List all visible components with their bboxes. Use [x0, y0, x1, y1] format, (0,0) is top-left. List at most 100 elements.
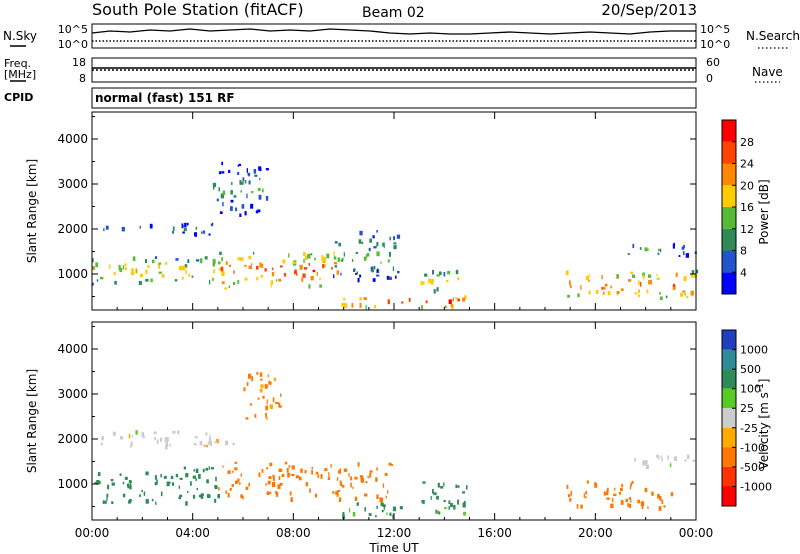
data-cell	[233, 270, 235, 274]
data-cell	[131, 268, 134, 272]
data-cell	[248, 255, 252, 260]
data-cell	[377, 268, 379, 273]
data-cell	[98, 480, 101, 485]
data-cell	[595, 289, 599, 294]
data-cell	[198, 494, 202, 498]
data-cell	[648, 274, 652, 278]
data-cell	[221, 171, 225, 174]
data-cell	[393, 236, 395, 241]
data-cell	[338, 242, 342, 247]
data-cell	[343, 298, 346, 301]
data-cell	[351, 302, 354, 308]
data-cell	[354, 476, 358, 480]
data-cell	[634, 292, 638, 295]
data-cell	[620, 288, 624, 291]
data-cell	[233, 281, 236, 285]
data-cell	[246, 168, 248, 173]
data-cell	[251, 263, 253, 266]
freq-strip: Freq. [MHz] 18 8 60 0 Nave	[4, 56, 783, 85]
data-cell	[342, 512, 345, 515]
data-cell	[231, 484, 234, 487]
data-cell	[243, 387, 246, 392]
data-cell	[393, 242, 397, 245]
data-cell	[210, 223, 213, 227]
data-cell	[163, 475, 167, 479]
data-cell	[257, 397, 260, 400]
data-cell	[586, 480, 589, 484]
data-cell	[393, 245, 397, 250]
data-cell	[376, 505, 378, 509]
colorbar-tick-label: 500	[740, 363, 761, 376]
data-cell	[174, 279, 178, 282]
data-cell	[122, 265, 125, 270]
data-cell	[430, 495, 432, 500]
data-cell	[352, 259, 354, 262]
data-cell	[122, 481, 125, 485]
data-cell	[237, 257, 241, 261]
data-cell	[251, 191, 254, 194]
data-cell	[331, 266, 333, 270]
data-cell	[639, 247, 642, 250]
velocity-heatmap	[94, 372, 696, 519]
data-cell	[224, 440, 229, 446]
colorbar-segment	[722, 388, 736, 409]
data-cell	[208, 466, 210, 470]
data-cell	[184, 264, 188, 268]
data-cell	[187, 490, 189, 493]
data-cell	[463, 511, 466, 516]
data-cell	[373, 246, 377, 249]
nsky-label: N.Sky	[3, 29, 37, 43]
data-cell	[160, 474, 162, 478]
data-cell	[455, 484, 458, 489]
data-cell	[214, 441, 217, 444]
data-cell	[105, 225, 109, 230]
data-cell	[337, 257, 341, 262]
data-cell	[569, 280, 571, 286]
data-cell	[682, 290, 686, 293]
data-cell	[258, 166, 261, 171]
data-cell	[682, 251, 685, 256]
data-cell	[629, 504, 632, 508]
data-cell	[193, 469, 196, 472]
data-cell	[341, 484, 345, 488]
data-cell	[287, 472, 290, 478]
data-cell	[642, 274, 645, 280]
data-cell	[219, 211, 223, 214]
data-cell	[155, 501, 157, 505]
data-cell	[235, 207, 238, 212]
power-panel: 1000 2000 3000 4000 Slant Range [km] 4 8 12 16…	[25, 111, 771, 311]
data-cell	[314, 257, 316, 261]
data-cell	[386, 512, 388, 515]
data-cell	[220, 193, 225, 199]
data-cell	[425, 300, 428, 304]
power-colorbar: 4 8 12 16 20 24 28	[721, 119, 754, 295]
data-cell	[448, 299, 452, 304]
data-cell	[218, 267, 221, 271]
data-cell	[240, 257, 244, 261]
velocity-colorbar-label: Velocity [m s-1]	[756, 379, 771, 470]
data-cell	[389, 251, 391, 257]
data-cell	[279, 482, 283, 486]
data-cell	[193, 443, 197, 446]
data-cell	[455, 269, 459, 275]
colorbar-segment	[722, 207, 736, 229]
data-cell	[259, 178, 261, 181]
data-cell	[382, 242, 385, 247]
data-cell	[240, 494, 243, 498]
data-cell	[333, 256, 337, 260]
data-cell	[610, 503, 614, 509]
data-cell	[183, 227, 187, 232]
data-cell	[269, 462, 273, 467]
data-cell	[567, 494, 571, 498]
data-cell	[443, 482, 445, 487]
data-cell	[673, 456, 678, 461]
data-cell	[172, 231, 174, 234]
data-cell	[179, 265, 183, 271]
data-cell	[280, 393, 282, 397]
station-title: South Pole Station (fitACF)	[92, 0, 304, 19]
freq-tick-bottom: 8	[79, 72, 86, 85]
data-cell	[334, 261, 337, 265]
data-cell	[577, 293, 580, 298]
data-cell	[177, 430, 180, 435]
data-cell	[330, 464, 332, 468]
